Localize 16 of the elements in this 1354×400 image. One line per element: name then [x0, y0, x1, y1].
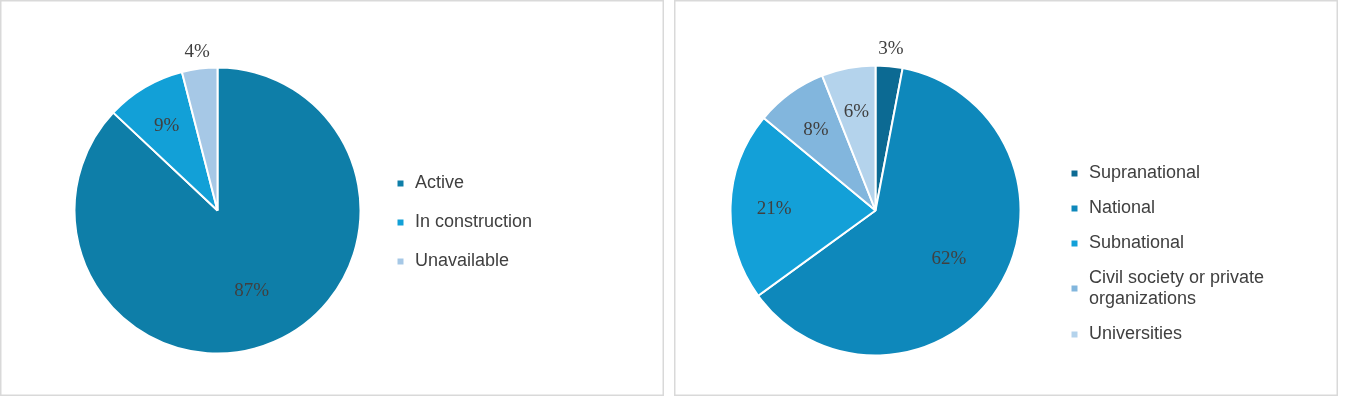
- legend-label: Subnational: [1089, 232, 1185, 253]
- data-label: 6%: [843, 100, 870, 122]
- data-label: 4%: [184, 39, 211, 61]
- legend-label: Supranational: [1089, 162, 1201, 183]
- data-label: 21%: [756, 196, 792, 218]
- data-label: 9%: [153, 113, 180, 135]
- legend-label: Unavailable: [415, 250, 510, 271]
- legend-label: Active: [415, 172, 465, 193]
- legend-label: National: [1089, 197, 1156, 218]
- legend-label: Civil society or private organizations: [1089, 267, 1265, 309]
- legend-label: In construction: [415, 211, 533, 232]
- data-label: 87%: [234, 278, 270, 300]
- data-label: 8%: [803, 117, 829, 139]
- data-label: 3%: [878, 36, 904, 58]
- legend-label: Universities: [1089, 323, 1183, 344]
- data-label: 62%: [931, 246, 967, 268]
